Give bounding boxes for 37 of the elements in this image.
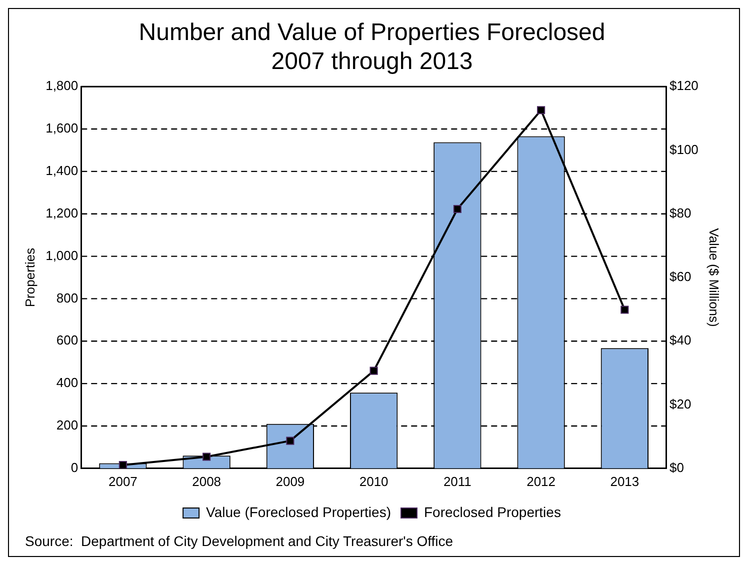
legend-label: Foreclosed Properties xyxy=(424,504,561,520)
x-tick-label: 2011 xyxy=(443,474,472,489)
y-tick-label: 600 xyxy=(56,332,78,348)
x-tick-label: 2007 xyxy=(108,474,138,489)
point xyxy=(370,366,378,375)
y-tick-label: 400 xyxy=(56,375,78,390)
point xyxy=(286,436,294,445)
x-tick-label: 2010 xyxy=(359,474,388,489)
y-tick-label: 1,200 xyxy=(46,205,78,220)
y-tick-label: 0 xyxy=(70,460,78,475)
point xyxy=(620,306,629,314)
point xyxy=(453,204,462,214)
y-tick-label: 1,000 xyxy=(46,248,78,263)
point xyxy=(537,106,546,114)
x-tick-label: 2009 xyxy=(276,474,305,489)
source-note: Source: Department of City Development and City Treasurer's Office xyxy=(25,533,454,549)
y-tick-label: 1,800 xyxy=(46,78,78,94)
point xyxy=(118,460,127,468)
y2-tick-label: $100 xyxy=(669,142,698,157)
y2-tick-label: $40 xyxy=(669,332,692,348)
y-axis-title: Properties xyxy=(22,247,38,308)
chart-title: Number and Value of Properties Foreclosed 2007 through 2013 xyxy=(138,19,606,75)
x-tick-label: 2008 xyxy=(192,474,222,489)
y-tick-label: 1,400 xyxy=(46,163,78,178)
y2-tick-label: $20 xyxy=(669,396,692,412)
y-tick-label: 200 xyxy=(56,418,78,433)
x-tick-label: 2013 xyxy=(610,474,640,489)
y2-tick-label: $0 xyxy=(669,460,684,475)
x-tick-label: 2012 xyxy=(526,474,556,489)
y2-axis-title: Value ($ Millions) xyxy=(706,228,722,327)
y-tick-label: 1,600 xyxy=(46,120,78,136)
y2-tick-label: $60 xyxy=(669,269,692,284)
y2-tick-label: $80 xyxy=(669,205,692,220)
y2-tick-label: $120 xyxy=(669,78,698,94)
legend-label: Value (Foreclosed Properties) xyxy=(206,504,391,520)
y-tick-label: 800 xyxy=(56,290,78,306)
point xyxy=(202,452,211,461)
